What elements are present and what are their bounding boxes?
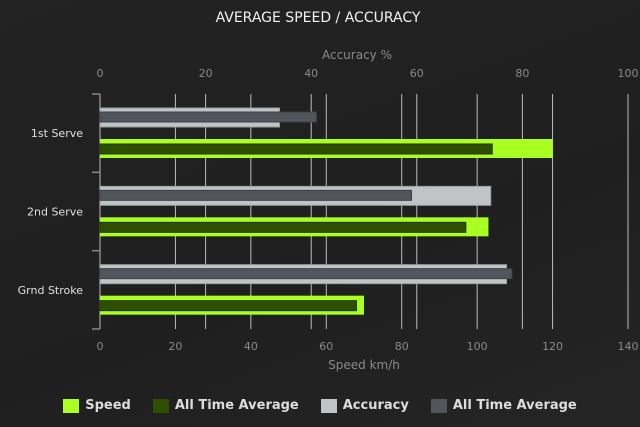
legend-item[interactable]: Speed [63, 398, 131, 413]
category-label: 1st Serve [31, 127, 83, 140]
accuracy-tick-label: 60 [410, 67, 424, 80]
legend-swatch [63, 398, 80, 413]
accuracy-axis-label: Accuracy % [322, 48, 392, 62]
speed-average-bar [99, 221, 467, 233]
category-label: Grnd Stroke [18, 284, 84, 297]
legend-label: All Time Average [174, 398, 299, 413]
accuracy-average-bar [99, 189, 413, 201]
legend-label: Speed [85, 398, 131, 413]
legend: Speed All Time Average Accuracy All Time Av… [0, 398, 640, 413]
speed-tick-label: 40 [244, 340, 258, 353]
legend-label: Accuracy [342, 398, 409, 413]
speed-tick-label: 140 [618, 340, 639, 353]
legend-label: All Time Average [452, 398, 577, 413]
accuracy-average-bar [99, 111, 317, 123]
speed-average-bar [99, 143, 493, 155]
speed-tick-label: 80 [395, 340, 409, 353]
category-label: 2nd Serve [27, 206, 83, 219]
legend-item[interactable]: Accuracy [320, 398, 409, 413]
legend-swatch [152, 398, 169, 413]
accuracy-tick-label: 100 [618, 67, 639, 80]
speed-tick-label: 60 [319, 340, 333, 353]
speed-tick-label: 20 [168, 340, 182, 353]
speed-tick-label: 0 [97, 340, 104, 353]
legend-item[interactable]: All Time Average [430, 398, 577, 413]
legend-item[interactable]: All Time Average [152, 398, 299, 413]
speed-tick-label: 100 [467, 340, 488, 353]
accuracy-tick-label: 0 [97, 67, 104, 80]
accuracy-tick-label: 20 [199, 67, 213, 80]
legend-swatch [320, 398, 337, 413]
speed-axis-label: Speed km/h [328, 358, 400, 372]
accuracy-tick-label: 40 [304, 67, 318, 80]
legend-swatch [430, 398, 447, 413]
speed-average-bar [99, 300, 357, 312]
chart-title: AVERAGE SPEED / ACCURACY [216, 10, 421, 26]
speed-tick-label: 120 [542, 340, 563, 353]
accuracy-average-bar [99, 268, 513, 280]
accuracy-tick-label: 80 [515, 67, 529, 80]
